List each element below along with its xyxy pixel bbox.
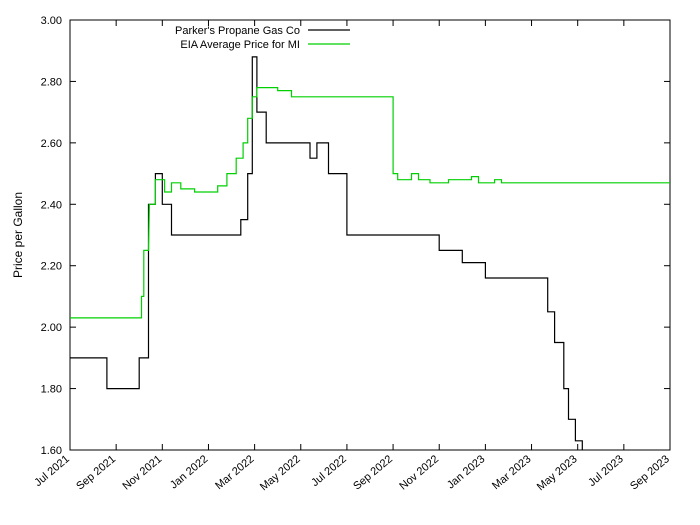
y-tick-label: 2.00	[41, 322, 62, 334]
y-tick-label: 3.00	[41, 15, 62, 27]
series-eia	[70, 88, 670, 318]
x-tick-label: Jul 2021	[32, 453, 72, 489]
legend-label: EIA Average Price for MI	[180, 39, 300, 51]
x-tick-label: May 2023	[535, 453, 580, 493]
legend-label: Parker's Propane Gas Co	[175, 25, 300, 37]
series-parker	[70, 57, 582, 450]
x-tick-label: Sep 2023	[628, 453, 672, 492]
x-tick-label: May 2022	[258, 453, 303, 493]
price-chart: 1.60 1.80 2.00 2.20 2.40 2.60 2.80 3.00 Jul 2021…	[0, 0, 700, 525]
x-tick-label: Nov 2022	[397, 453, 441, 492]
x-tick-label: Jan 2022	[168, 453, 210, 491]
y-tick-label: 2.40	[41, 199, 62, 211]
x-tick-label: Jul 2022	[309, 453, 349, 489]
x-tick-label: Jul 2023	[586, 453, 626, 489]
chart-svg: 1.60 1.80 2.00 2.20 2.40 2.60 2.80 3.00 Jul 2021…	[0, 0, 700, 525]
x-tick-label: Sep 2021	[74, 453, 118, 492]
y-tick-label: 2.80	[41, 76, 62, 88]
x-tick-label: Jan 2023	[445, 453, 487, 491]
x-tick-label: Nov 2021	[120, 453, 164, 492]
y-tick-label: 2.20	[41, 261, 62, 273]
x-tick-label: Sep 2022	[351, 453, 395, 492]
x-tick-label: Mar 2022	[213, 453, 256, 492]
y-tick-label: 2.60	[41, 138, 62, 150]
y-tick-label: 1.60	[41, 445, 62, 457]
y-tick-label: 1.80	[41, 384, 62, 396]
y-axis-label: Price per Gallon	[11, 192, 25, 278]
x-tick-label: Mar 2023	[490, 453, 533, 492]
